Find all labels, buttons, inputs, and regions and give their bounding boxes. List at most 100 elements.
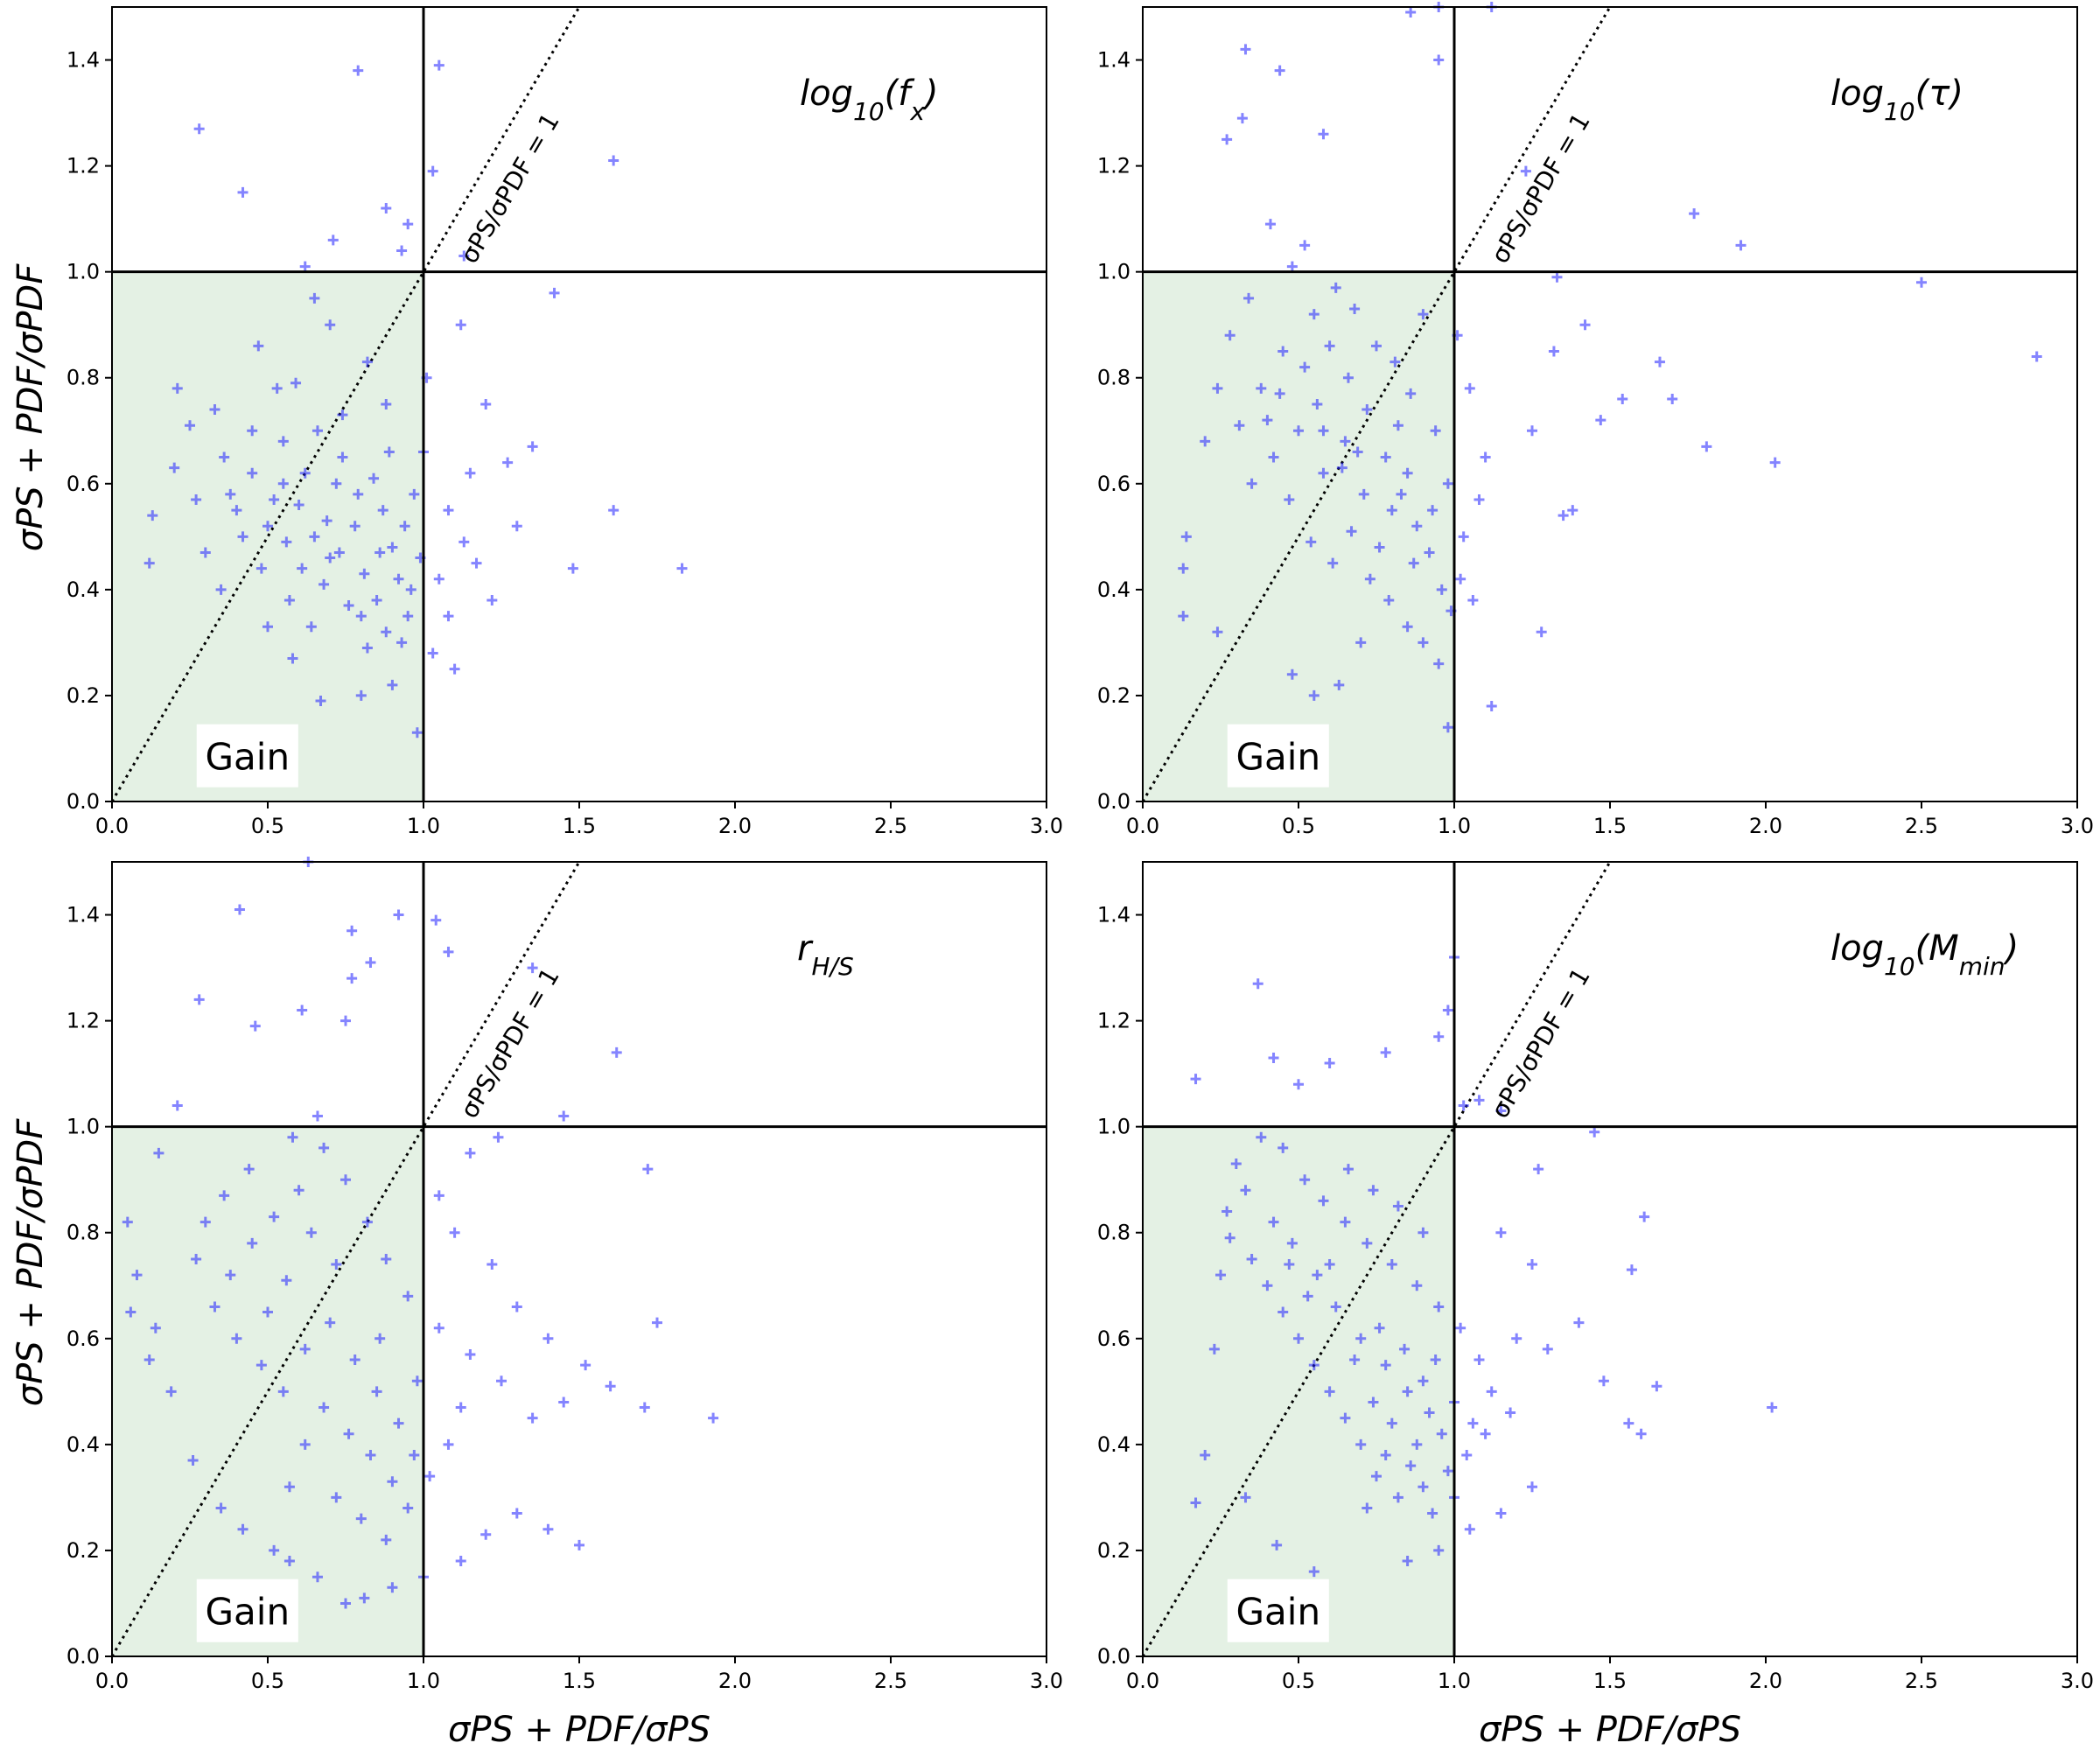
data-point — [1455, 1322, 1466, 1334]
data-point — [309, 531, 320, 542]
data-point — [305, 621, 317, 633]
data-point — [1240, 44, 1251, 55]
data-point — [1735, 240, 1746, 251]
data-point — [1262, 415, 1273, 426]
y-tick-label: 0.0 — [1097, 1644, 1130, 1669]
data-point — [1286, 261, 1298, 272]
data-point — [191, 494, 202, 505]
data-point — [1293, 425, 1304, 437]
data-point — [1374, 542, 1385, 553]
data-point — [1268, 1052, 1279, 1063]
y-tick-label: 0.8 — [1097, 1221, 1130, 1245]
data-point — [433, 1190, 444, 1201]
data-point — [253, 340, 264, 352]
data-point — [340, 1598, 351, 1609]
data-point — [1302, 1291, 1313, 1302]
data-point — [1224, 1232, 1236, 1243]
data-point — [219, 452, 230, 463]
data-point — [1352, 446, 1363, 458]
data-point — [225, 488, 236, 500]
data-point — [387, 1476, 398, 1488]
data-point — [193, 994, 205, 1005]
data-point — [287, 1131, 298, 1143]
data-point — [1374, 1322, 1385, 1334]
data-point — [346, 925, 358, 936]
data-point — [1767, 1402, 1778, 1413]
y-tick-label: 0.6 — [1097, 1326, 1130, 1351]
data-point — [331, 1492, 342, 1503]
data-point — [1299, 361, 1311, 373]
data-point — [293, 500, 304, 511]
data-point — [480, 1529, 492, 1540]
panel-label: log10(Mmin) — [1830, 928, 2019, 981]
y-tick-label: 1.4 — [66, 48, 100, 73]
gain-label-box — [196, 1578, 298, 1642]
data-point — [381, 1534, 392, 1545]
plot-area: 0.0 0.5 1.0 1.5 2.0 2.5 3.0 0.0 0.2 0.4 0.6 0.8 1.0 1… — [66, 857, 1063, 1693]
data-point — [1455, 573, 1466, 584]
data-point — [247, 467, 258, 479]
data-point — [1551, 271, 1563, 283]
data-point — [1349, 1354, 1361, 1366]
x-tick-label: 3.0 — [1030, 814, 1063, 838]
data-point — [200, 547, 211, 558]
data-point — [642, 1164, 654, 1175]
data-point — [1362, 1502, 1373, 1514]
data-point — [299, 1343, 311, 1354]
data-point — [1464, 1523, 1475, 1535]
y-tick-label: 1.4 — [1097, 903, 1130, 928]
data-point — [1495, 1105, 1507, 1116]
data-point — [1405, 1460, 1417, 1472]
data-point — [1623, 1418, 1634, 1429]
data-point — [1458, 531, 1469, 542]
data-point — [1318, 1195, 1329, 1207]
data-point — [1318, 129, 1329, 140]
data-point — [608, 155, 620, 166]
diagonal-label: σPS/σPDF = 1 — [1485, 962, 1595, 1123]
data-point — [1246, 1254, 1257, 1264]
data-point — [284, 1481, 295, 1493]
y-tick-label: 0.6 — [66, 472, 100, 496]
data-point — [1402, 621, 1413, 633]
gain-label-box — [1227, 724, 1329, 788]
data-point — [234, 904, 245, 915]
data-point — [290, 377, 302, 388]
data-point — [1355, 637, 1367, 648]
y-tick-label: 1.2 — [66, 154, 100, 178]
data-point — [458, 250, 470, 262]
data-point — [1442, 1466, 1453, 1477]
y-tick-label: 1.0 — [66, 1115, 100, 1139]
data-point — [381, 399, 392, 410]
data-point — [608, 505, 620, 516]
data-point — [455, 1402, 466, 1413]
data-point — [359, 1592, 370, 1604]
data-point — [567, 563, 578, 574]
data-point — [1178, 563, 1189, 574]
data-point — [262, 521, 273, 532]
data-point — [144, 557, 155, 569]
data-point — [511, 521, 522, 532]
data-point — [1402, 467, 1413, 479]
data-point — [443, 611, 454, 622]
data-point — [1405, 7, 1417, 18]
data-point — [1212, 382, 1223, 394]
data-point — [1527, 425, 1537, 437]
data-point — [1486, 1386, 1497, 1397]
data-point — [1274, 65, 1285, 76]
data-point — [150, 1322, 161, 1334]
data-point — [1390, 356, 1401, 368]
data-point — [708, 1412, 719, 1424]
data-point — [1386, 505, 1397, 516]
data-point — [312, 425, 323, 437]
x-tick-label: 2.0 — [718, 1669, 752, 1693]
y-tick-label: 0.2 — [66, 683, 100, 708]
data-point — [374, 547, 386, 558]
panel-label: rH/S — [797, 928, 854, 981]
x-tick-label: 2.0 — [1749, 814, 1782, 838]
data-point — [1495, 1227, 1507, 1238]
data-point — [1418, 309, 1429, 320]
data-point — [1222, 1206, 1233, 1217]
data-point — [405, 584, 416, 595]
data-point — [1689, 208, 1700, 220]
data-point — [243, 1164, 255, 1175]
